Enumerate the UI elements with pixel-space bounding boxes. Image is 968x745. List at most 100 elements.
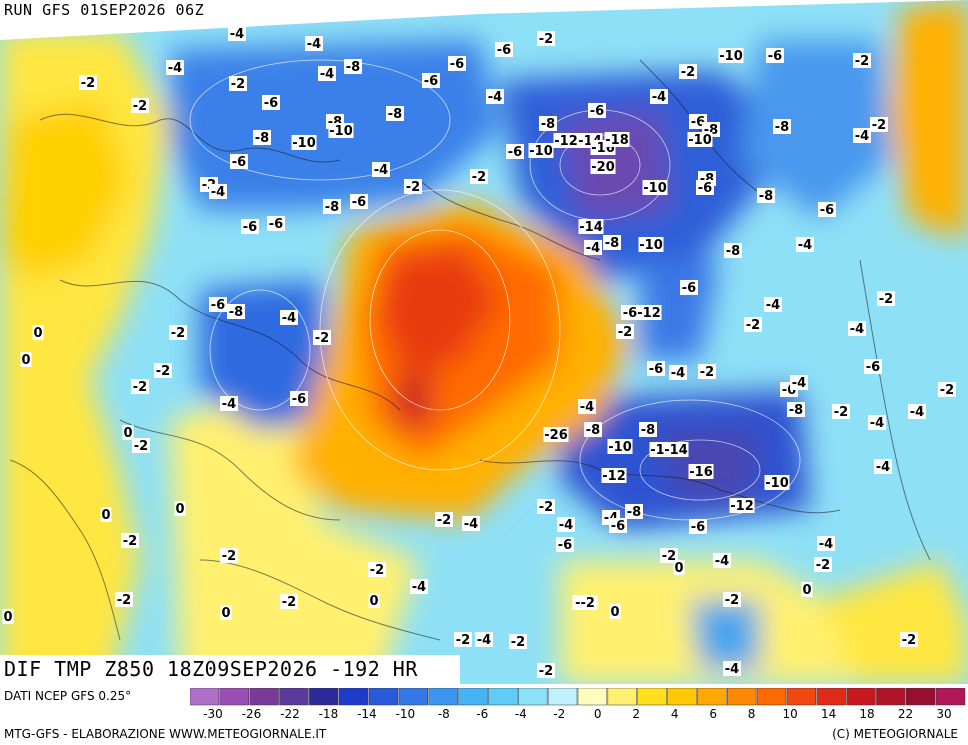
value-label-bg bbox=[616, 324, 634, 339]
value-label: -10 bbox=[688, 133, 712, 148]
value-label-bg bbox=[680, 280, 698, 295]
value-label: -6 bbox=[352, 195, 366, 210]
value-label-bg bbox=[679, 64, 697, 79]
data-source: DATI NCEP GFS 0.25° bbox=[4, 689, 132, 703]
value-label: -2 bbox=[133, 380, 147, 395]
value-label: -6 bbox=[497, 43, 511, 58]
value-label-bg bbox=[386, 106, 404, 121]
scale-swatch bbox=[547, 688, 578, 706]
value-label-bg bbox=[796, 237, 814, 252]
value-label: -8 bbox=[627, 505, 641, 520]
value-label: -16 bbox=[689, 465, 713, 480]
value-label-bg bbox=[639, 422, 657, 437]
value-label: -6 bbox=[768, 49, 782, 64]
value-label-bg bbox=[669, 365, 687, 380]
value-label-bg bbox=[787, 402, 805, 417]
value-label: -2 bbox=[940, 383, 954, 398]
value-label: -10 bbox=[719, 49, 743, 64]
value-label: -10 bbox=[529, 144, 553, 159]
value-label: -4 bbox=[580, 400, 594, 415]
value-label-bg bbox=[642, 180, 668, 195]
scale-swatch bbox=[846, 688, 876, 706]
scale-tick-label: -10 bbox=[395, 707, 416, 721]
value-label: -2 bbox=[834, 405, 848, 420]
value-label-bg bbox=[556, 537, 574, 552]
value-label-bg bbox=[790, 375, 808, 390]
scale-tick-label: -6 bbox=[476, 707, 489, 721]
value-label-bg bbox=[688, 464, 714, 479]
value-label: -4 bbox=[412, 580, 426, 595]
value-label-bg bbox=[169, 325, 187, 340]
value-label-bg bbox=[313, 330, 331, 345]
value-label: -4 bbox=[766, 298, 780, 313]
value-label: -2 bbox=[511, 635, 525, 650]
value-label-bg bbox=[228, 26, 246, 41]
value-label: -8 bbox=[388, 107, 402, 122]
value-label: 0 bbox=[21, 353, 30, 368]
scale-swatch bbox=[756, 688, 787, 706]
scale-swatch bbox=[697, 688, 727, 706]
value-label: -8 bbox=[346, 60, 360, 75]
value-label-bg bbox=[650, 89, 668, 104]
value-label: -6 bbox=[590, 104, 604, 119]
product-title-bar bbox=[0, 655, 460, 684]
value-label-bg bbox=[673, 560, 685, 575]
scale-tick-label: 6 bbox=[709, 707, 717, 721]
value-label-bg bbox=[486, 89, 504, 104]
value-label-bg bbox=[220, 548, 238, 563]
value-label: -4 bbox=[464, 517, 478, 532]
value-label-bg bbox=[100, 507, 112, 522]
value-label: -8 bbox=[759, 189, 773, 204]
value-label-bg bbox=[773, 119, 791, 134]
value-label: -8 bbox=[229, 305, 243, 320]
value-label: -6 bbox=[211, 298, 225, 313]
value-label-bg bbox=[584, 240, 602, 255]
value-label: -26 bbox=[544, 428, 568, 443]
value-label: -2 bbox=[437, 513, 451, 528]
value-label: -6 bbox=[698, 181, 712, 196]
value-label: 0 bbox=[221, 606, 230, 621]
value-label-bg bbox=[209, 297, 227, 312]
value-label: -4 bbox=[222, 397, 236, 412]
scale-tick-label: -18 bbox=[318, 707, 339, 721]
value-label-bg bbox=[509, 634, 527, 649]
value-label: -4 bbox=[320, 67, 334, 82]
value-label-bg bbox=[900, 632, 918, 647]
value-label-bg bbox=[368, 562, 386, 577]
value-label-bg bbox=[689, 519, 707, 534]
value-label-bg bbox=[764, 297, 782, 312]
scale-swatch bbox=[577, 688, 608, 706]
value-label: -8 bbox=[586, 423, 600, 438]
value-label: -4 bbox=[488, 90, 502, 105]
value-label-bg bbox=[853, 128, 871, 143]
value-label-bg bbox=[131, 98, 149, 113]
value-label-bg bbox=[368, 593, 380, 608]
value-label: 0 bbox=[3, 610, 12, 625]
value-label-bg bbox=[32, 325, 44, 340]
value-label: -4 bbox=[876, 460, 890, 475]
value-label: -8 bbox=[775, 120, 789, 135]
scale-swatch bbox=[906, 688, 936, 706]
value-label-bg bbox=[868, 415, 886, 430]
value-label: -2 bbox=[539, 664, 553, 679]
scale-tick-label: -2 bbox=[553, 707, 566, 721]
value-label-bg bbox=[132, 438, 150, 453]
value-label: -6 bbox=[243, 220, 257, 235]
value-label: -2 bbox=[746, 318, 760, 333]
value-label-bg bbox=[115, 592, 133, 607]
value-label: 0 bbox=[33, 326, 42, 341]
value-label-bg bbox=[462, 516, 480, 531]
value-label: -4 bbox=[798, 238, 812, 253]
value-label-bg bbox=[609, 518, 627, 533]
value-label-bg bbox=[323, 199, 341, 214]
value-label: -2 bbox=[315, 331, 329, 346]
value-label-bg bbox=[621, 305, 639, 320]
value-label: -14 bbox=[664, 443, 688, 458]
run-title: RUN GFS 01SEP2026 06Z bbox=[4, 1, 205, 19]
value-label: -4 bbox=[374, 163, 388, 178]
value-label-bg bbox=[713, 553, 731, 568]
product-title: DIF TMP Z850 18Z09SEP2026 -192 HR bbox=[4, 657, 418, 681]
map-canvas: -4-4 -2-6-4-2 -2-4 -8 -6-6-10 -6-2-2-4-2 -6 -4-… bbox=[0, 0, 968, 684]
value-label-bg bbox=[698, 364, 716, 379]
value-label-bg bbox=[604, 132, 630, 147]
